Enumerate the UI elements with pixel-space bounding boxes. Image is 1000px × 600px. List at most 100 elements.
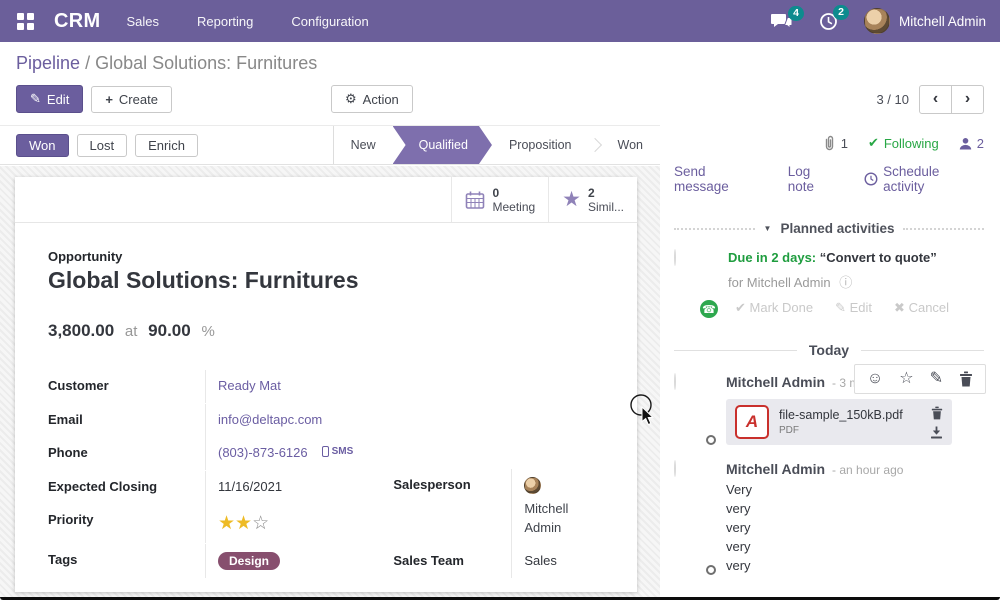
stage-qualified[interactable]: Qualified <box>393 126 492 164</box>
person-icon <box>959 137 971 149</box>
stage-won[interactable]: Won <box>617 138 643 152</box>
email-label: Email <box>48 411 83 427</box>
form-background: 0 Meeting ★ 2 Simil... Opportunity Global … <box>0 166 660 600</box>
user-avatar <box>863 8 890 34</box>
field-group-left: Customer Ready Mat Email info@deltapc.co… <box>48 370 393 578</box>
action-button[interactable]: ⚙ Action <box>331 85 413 113</box>
meeting-label: Meeting <box>492 199 536 214</box>
edit-button[interactable]: ✎ Edit <box>16 85 84 113</box>
breadcrumb-pipeline[interactable]: Pipeline <box>16 53 81 73</box>
record-type-label: Opportunity <box>48 249 123 264</box>
follower-count: 2 <box>976 135 984 151</box>
following-button[interactable]: ✔ Following <box>867 135 939 151</box>
window-bottom-edge <box>0 597 1000 600</box>
breadcrumb-separator: / <box>85 53 91 73</box>
meetings-stat-button[interactable]: 0 Meeting <box>451 177 549 222</box>
tag-design[interactable]: Design <box>218 551 281 570</box>
enrich-button[interactable]: Enrich <box>135 133 198 157</box>
cancel-icon: ✖ <box>894 300 905 315</box>
phone-value[interactable]: (803)-873-6126 <box>218 445 308 460</box>
delete-message-icon[interactable] <box>959 371 973 387</box>
message-author[interactable]: Mitchell Admin <box>726 461 826 477</box>
message-item: Mitchell Admin - an hour ago Very very v… <box>674 460 984 575</box>
add-reaction-icon[interactable]: ☺ <box>866 370 884 387</box>
tags-label: Tags <box>48 551 78 567</box>
star-filled-icon[interactable]: ★ <box>235 513 253 534</box>
message-timestamp: - an hour ago <box>832 463 904 477</box>
won-button[interactable]: Won <box>16 133 69 157</box>
messages-icon[interactable]: 4 <box>770 5 804 30</box>
planned-activities-header[interactable]: ▼ Planned activities <box>674 221 984 236</box>
apps-grid-icon[interactable] <box>14 10 36 32</box>
mark-done-button[interactable]: ✔ Mark Done <box>735 300 814 315</box>
message-item: Mitchell Admin - 3 minutes ago ☺ ☆ ✎ A f… <box>674 364 986 445</box>
attachments-button[interactable]: 1 <box>822 135 848 151</box>
attachment-card[interactable]: A file-sample_150kB.pdf PDF <box>726 399 952 445</box>
breadcrumb-current: Global Solutions: Furnitures <box>95 53 318 73</box>
pager-previous-button[interactable]: ‹ <box>919 84 952 114</box>
stage-proposition[interactable]: Proposition <box>508 138 572 152</box>
customer-value[interactable]: Ready Mat <box>218 378 281 393</box>
delete-attachment-icon[interactable] <box>931 406 943 420</box>
record-pager: 3 / 10 ‹ › <box>876 84 984 114</box>
star-filled-icon[interactable]: ★ <box>218 513 236 534</box>
menu-sales[interactable]: Sales <box>126 13 159 29</box>
activity-assignee: for Mitchell Admin <box>728 275 831 290</box>
priority-label: Priority <box>48 512 94 527</box>
activity-edit-button[interactable]: ✎ Edit <box>835 300 873 315</box>
schedule-activity-tab[interactable]: Schedule activity <box>864 164 984 194</box>
followers-button[interactable]: 2 <box>959 136 984 151</box>
stage-new[interactable]: New <box>350 138 376 152</box>
stage-chevron-icon <box>587 137 602 153</box>
paperclip-icon <box>825 135 833 151</box>
expected-revenue: 3,800.00 at 90.00 % <box>48 321 619 341</box>
activity-avatar <box>674 249 676 266</box>
menu-configuration[interactable]: Configuration <box>291 13 369 29</box>
message-author[interactable]: Mitchell Admin <box>726 374 826 390</box>
toggle-star-icon[interactable]: ☆ <box>899 370 914 387</box>
info-icon[interactable]: ⓘ <box>839 275 853 290</box>
lost-button[interactable]: Lost <box>76 133 128 157</box>
messages-count-badge: 4 <box>788 5 804 21</box>
star-outline-icon[interactable]: ☆ <box>252 513 270 534</box>
stage-indicator: New Qualified Proposition Won <box>332 126 660 164</box>
planned-activities-title: Planned activities <box>780 221 895 236</box>
message-body: Very very very very very <box>726 482 753 573</box>
user-menu[interactable]: Mitchell Admin <box>863 8 986 34</box>
activity-cancel-button[interactable]: ✖ Cancel <box>894 300 950 315</box>
download-attachment-icon[interactable] <box>930 426 943 439</box>
presence-indicator-icon <box>706 565 716 575</box>
divider <box>903 227 984 230</box>
top-menu: Sales Reporting Configuration <box>126 14 368 29</box>
sms-button[interactable]: SMS <box>321 446 354 457</box>
salesperson-value[interactable]: Mitchell Admin <box>524 501 569 535</box>
control-panel: Pipeline / Global Solutions: Furnitures … <box>0 42 1000 125</box>
send-message-tab[interactable]: Send message <box>674 164 729 194</box>
today-label: Today <box>808 342 850 358</box>
sms-label: SMS <box>331 446 354 457</box>
message-avatar <box>674 460 676 477</box>
menu-reporting[interactable]: Reporting <box>196 13 254 29</box>
sales-team-label: Sales Team <box>393 553 464 568</box>
today-divider: Today <box>674 342 985 358</box>
similar-stat-button[interactable]: ★ 2 Simil... <box>548 177 637 222</box>
activity-summary: “Convert to quote” <box>819 250 937 265</box>
edit-message-icon[interactable]: ✎ <box>929 370 943 387</box>
pager-next-button[interactable]: › <box>951 84 984 114</box>
activities-icon[interactable]: 2 <box>819 4 849 31</box>
log-note-tab[interactable]: Log note <box>787 164 815 194</box>
pencil-icon: ✎ <box>835 300 847 315</box>
pencil-icon: ✎ <box>30 91 41 106</box>
amount-value: 3,800.00 <box>48 321 115 340</box>
expected-closing-label: Expected Closing <box>48 478 158 494</box>
phone-activity-icon: ☎ <box>698 298 720 320</box>
meeting-count: 0 <box>492 185 500 200</box>
plus-icon: + <box>105 91 113 107</box>
email-value[interactable]: info@deltapc.com <box>218 411 323 427</box>
app-title[interactable]: CRM <box>54 9 101 32</box>
phone-label: Phone <box>48 445 88 460</box>
sales-team-value[interactable]: Sales <box>511 545 619 578</box>
create-button[interactable]: + Create <box>91 85 172 113</box>
status-bar: Won Lost Enrich New Qualified Propositio… <box>0 125 660 165</box>
